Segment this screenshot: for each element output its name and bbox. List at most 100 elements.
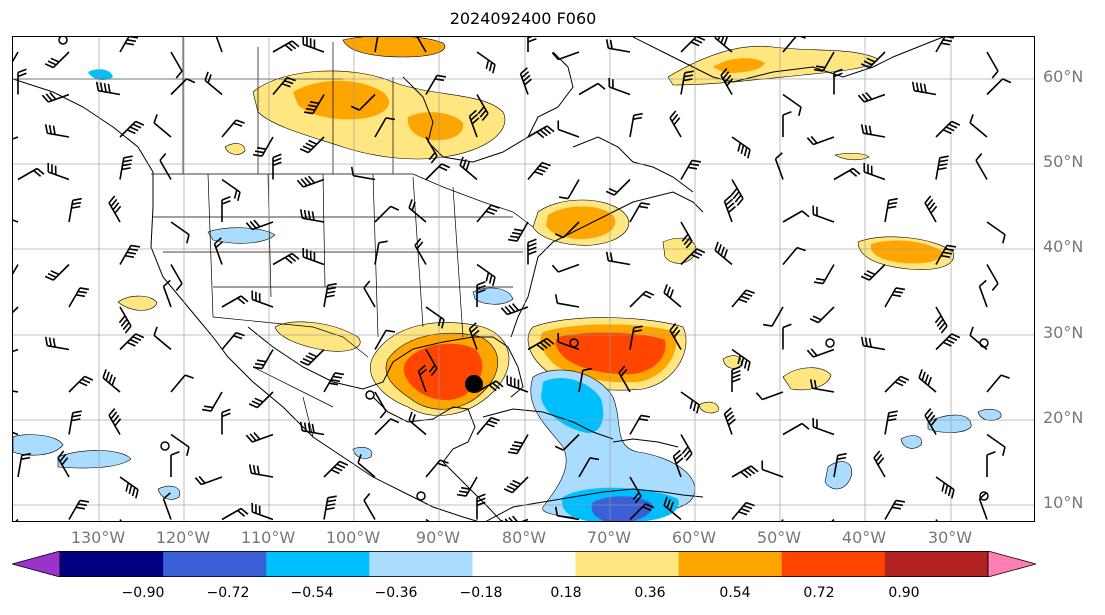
wind-barb bbox=[714, 37, 733, 53]
field-small-blue-10 bbox=[352, 447, 373, 459]
wind-barb bbox=[476, 380, 504, 393]
wind-barb bbox=[272, 76, 296, 96]
lon-label-120w: 120°W bbox=[155, 528, 211, 547]
wind-barb bbox=[809, 379, 835, 393]
wind-barb bbox=[119, 155, 133, 180]
wind-barb bbox=[986, 264, 999, 292]
wind-barb bbox=[714, 241, 733, 266]
wind-barb bbox=[374, 205, 400, 223]
wind-barb bbox=[416, 37, 427, 53]
wind-barb bbox=[860, 336, 886, 351]
wind-barb bbox=[680, 159, 702, 180]
wind-barb bbox=[935, 120, 961, 138]
field-small-yellow-1 bbox=[117, 295, 158, 311]
wind-barb bbox=[323, 372, 345, 393]
wind-barb bbox=[680, 434, 693, 462]
wind-barb bbox=[578, 457, 600, 478]
wind-barb bbox=[731, 289, 755, 308]
wind-barb bbox=[918, 369, 937, 393]
wind-barb bbox=[374, 117, 396, 138]
field-small-blue-1 bbox=[13, 434, 64, 456]
wind-barb bbox=[213, 237, 224, 265]
lon-label-90w: 90°W bbox=[415, 528, 461, 547]
colorbar-arrow-low bbox=[12, 551, 61, 577]
calm-circle bbox=[58, 37, 68, 45]
wind-barb bbox=[374, 391, 387, 419]
wind-barb bbox=[108, 407, 122, 435]
coast-cuba bbox=[482, 408, 614, 440]
wind-barb bbox=[17, 68, 27, 95]
border-states-3 bbox=[322, 173, 326, 288]
wind-barb bbox=[425, 74, 447, 95]
wind-barb bbox=[969, 114, 988, 138]
wind-barb bbox=[723, 194, 736, 223]
wind-barb bbox=[221, 178, 241, 201]
wind-barb bbox=[672, 449, 684, 478]
colorbar-tick: 0.54 bbox=[719, 585, 751, 601]
field-canada-orange2 bbox=[407, 112, 464, 141]
wind-barb bbox=[863, 162, 886, 181]
wind-barb bbox=[669, 110, 682, 138]
calm-circle bbox=[160, 441, 170, 451]
wind-barb bbox=[986, 221, 1006, 244]
coast-gulf bbox=[247, 326, 524, 398]
wind-barb bbox=[969, 326, 988, 351]
wind-barb bbox=[527, 161, 551, 181]
colorbar-arrow-high bbox=[987, 551, 1036, 577]
wind-barb bbox=[170, 374, 194, 393]
wind-barb bbox=[13, 51, 19, 63]
wind-barb bbox=[296, 175, 325, 188]
colorbar-tick: −0.54 bbox=[290, 585, 334, 601]
colorbar-tick: 0.18 bbox=[550, 585, 582, 601]
wind-barb bbox=[44, 263, 70, 281]
wind-barb bbox=[170, 221, 190, 244]
lat-label-50: 50°N bbox=[1043, 152, 1084, 171]
wind-barb bbox=[605, 178, 631, 196]
wind-barb bbox=[935, 519, 938, 521]
wind-barb bbox=[500, 515, 529, 521]
wind-barb bbox=[761, 460, 784, 478]
wind-barb bbox=[629, 414, 651, 435]
wind-barb bbox=[782, 111, 792, 137]
lon-label-130w: 130°W bbox=[70, 528, 126, 547]
wind-barb bbox=[506, 375, 529, 393]
shaded-fields bbox=[13, 37, 1002, 521]
colorbar-segment bbox=[472, 551, 577, 577]
wind-barb bbox=[68, 410, 82, 435]
wind-barb bbox=[978, 279, 988, 308]
wind-barb bbox=[857, 91, 886, 103]
wind-barb bbox=[17, 167, 45, 181]
wind-barb bbox=[935, 155, 949, 180]
wind-barb bbox=[476, 263, 496, 286]
wind-barb bbox=[251, 502, 274, 521]
wind-barb bbox=[554, 433, 580, 451]
wind-barb bbox=[782, 422, 810, 436]
wind-barb bbox=[578, 367, 592, 393]
wind-barb bbox=[119, 333, 145, 351]
wind-barb bbox=[374, 240, 388, 265]
wind-barb bbox=[551, 51, 580, 61]
wind-barb bbox=[669, 322, 682, 350]
wind-barb bbox=[782, 37, 806, 53]
wind-barb bbox=[468, 322, 480, 350]
wind-barb bbox=[204, 71, 223, 96]
colorbar-segment bbox=[60, 551, 164, 577]
wind-barb bbox=[730, 179, 744, 207]
colorbar-tick: 0.36 bbox=[634, 585, 666, 601]
field-top-orange bbox=[342, 37, 446, 58]
coast-central-america bbox=[442, 461, 502, 521]
lon-label-80w: 80°W bbox=[501, 528, 547, 547]
colorbar-segment bbox=[575, 551, 680, 577]
wind-barb bbox=[272, 40, 300, 53]
wind-barb bbox=[618, 365, 631, 393]
wind-barb bbox=[215, 37, 223, 53]
wind-barb bbox=[425, 349, 438, 377]
field-small-blue-3 bbox=[207, 227, 276, 244]
calm-circle bbox=[416, 491, 426, 501]
lon-label-50w: 50°W bbox=[756, 528, 802, 547]
wind-barb bbox=[119, 37, 139, 53]
wind-barb bbox=[302, 247, 325, 266]
coast-labrador bbox=[572, 136, 694, 193]
calm-circle bbox=[365, 390, 375, 400]
wind-barb bbox=[860, 124, 886, 138]
